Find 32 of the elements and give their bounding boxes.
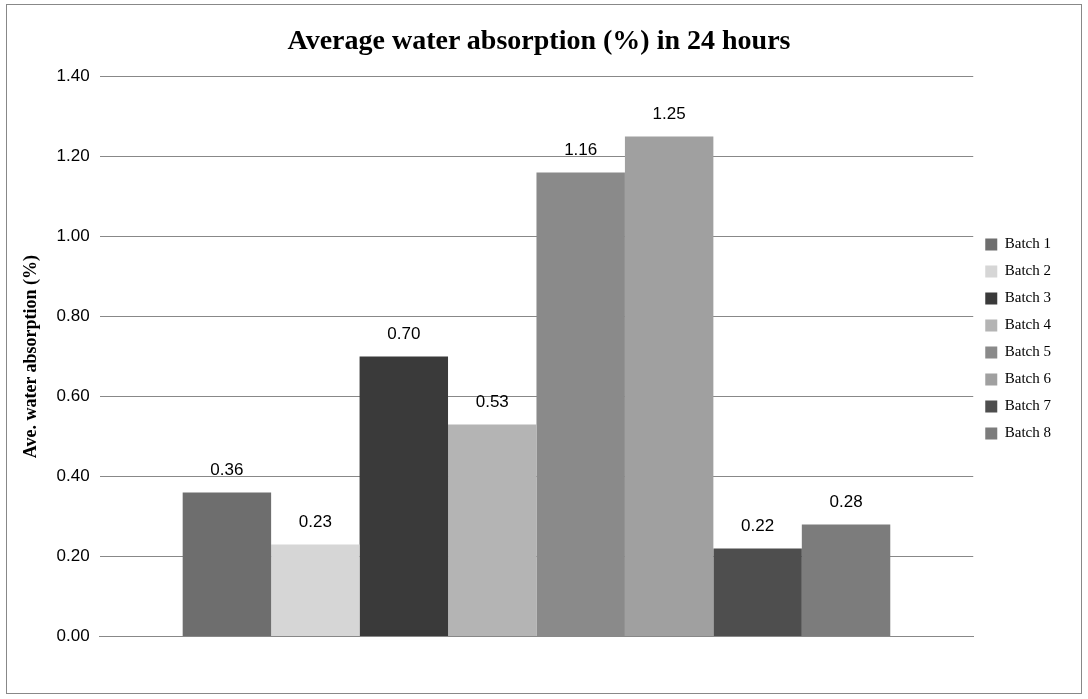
legend-label: Batch 5 — [1004, 343, 1052, 360]
data-label: 1.25 — [652, 103, 686, 123]
bar — [359, 356, 449, 637]
bar — [448, 424, 537, 637]
legend-label: Batch 1 — [1004, 235, 1052, 252]
y-tick-label: 0.20 — [56, 546, 90, 566]
y-tick-label: 0.80 — [56, 306, 90, 326]
bar — [182, 492, 272, 637]
legend-label: Batch 3 — [1004, 289, 1052, 306]
legend-label: Batch 2 — [1004, 262, 1052, 279]
data-label: 0.23 — [298, 511, 332, 531]
y-tick-label: 0.60 — [56, 386, 90, 406]
data-label: 0.53 — [475, 391, 509, 411]
data-label: 0.70 — [387, 323, 421, 343]
y-tick-label: 1.00 — [56, 226, 90, 246]
legend-label: Batch 8 — [1004, 424, 1052, 441]
bar — [624, 136, 714, 637]
y-tick-label: 1.40 — [56, 66, 90, 86]
y-axis-title: Ave. water absorption (%) — [20, 254, 42, 459]
y-tick-label: 1.20 — [56, 146, 90, 166]
y-tick-label: 0.40 — [56, 466, 90, 486]
legend-label: Batch 7 — [1004, 397, 1052, 414]
legend-label: Batch 4 — [1004, 316, 1052, 333]
bar — [713, 548, 802, 637]
bar — [271, 544, 360, 637]
data-label: 0.28 — [829, 491, 863, 511]
data-label: 0.22 — [741, 515, 775, 535]
data-label: 0.36 — [210, 459, 244, 479]
chart-title: Average water absorption (%) in 24 hours — [287, 24, 791, 56]
data-label: 1.16 — [564, 139, 598, 159]
legend-label: Batch 6 — [1004, 370, 1052, 387]
y-tick-label: 0.00 — [56, 626, 90, 646]
